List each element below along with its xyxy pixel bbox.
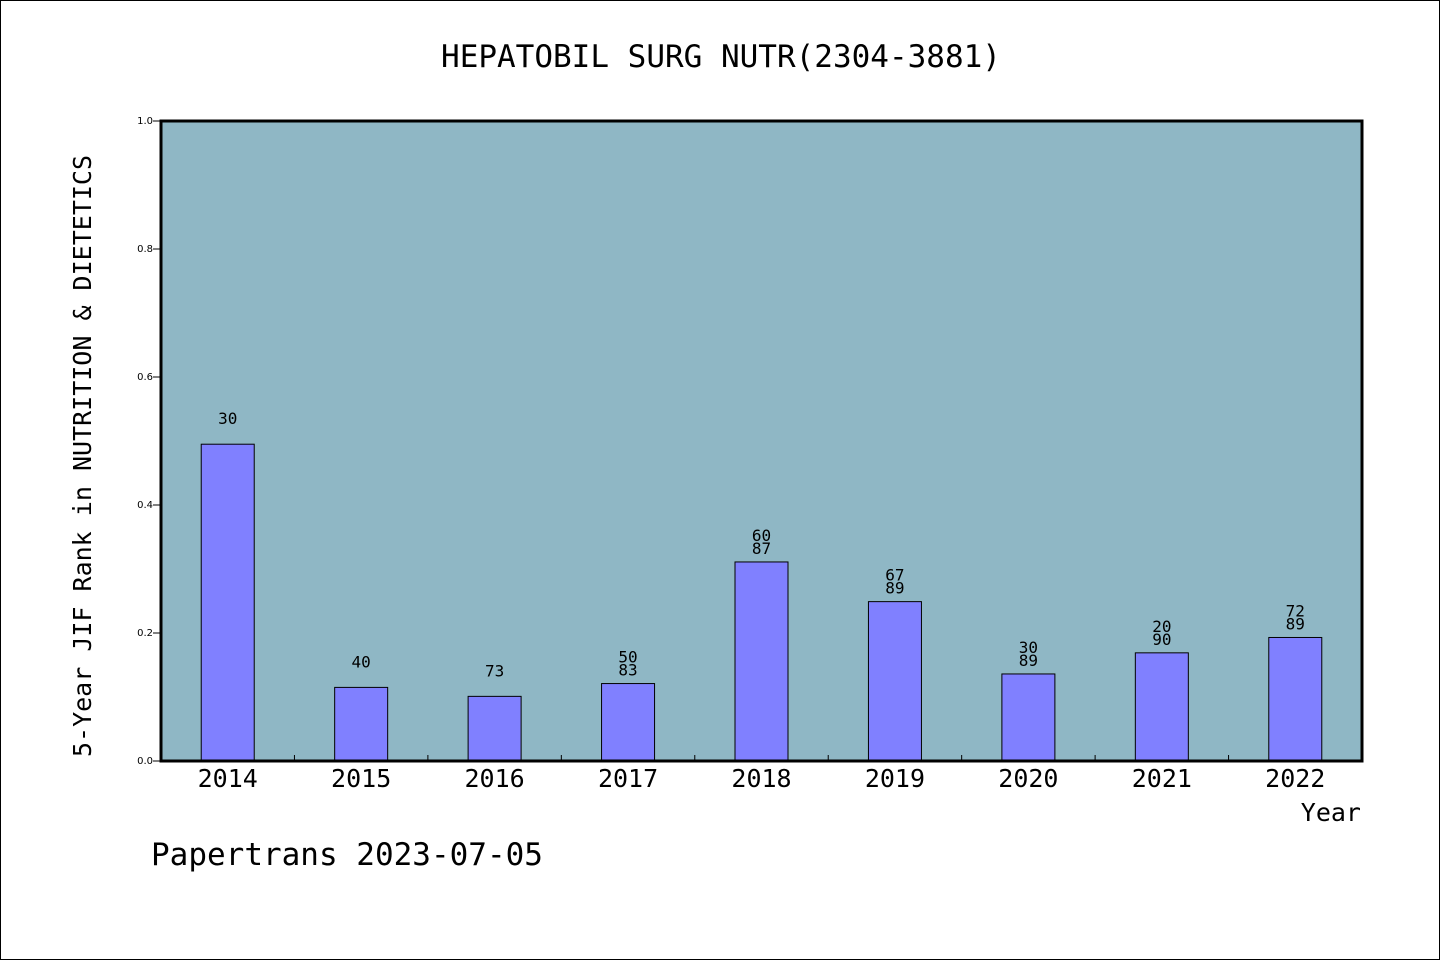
y-tick-label: 0.4 (137, 500, 153, 511)
bar-2021 (1134, 652, 1189, 762)
bar-label: 90 (1152, 630, 1171, 649)
bar-label: 89 (885, 579, 904, 598)
bar-2022 (1268, 636, 1323, 762)
bar-label: 67 (885, 566, 904, 585)
x-axis-label: Year (1301, 798, 1361, 827)
bar-2017 (601, 683, 656, 762)
bar-label: 89 (1286, 614, 1305, 633)
x-tick-label: 2014 (198, 764, 258, 793)
bar-2016 (467, 695, 522, 762)
x-tick-label: 2017 (598, 764, 658, 793)
bar-label: 72 (1286, 601, 1305, 620)
bar-2019 (867, 601, 922, 762)
bar-label: 87 (752, 539, 771, 558)
bar-label: 30 (218, 409, 237, 428)
chart-title: HEPATOBIL SURG NUTR(2304-3881) (441, 39, 1001, 75)
bar-2014 (200, 443, 255, 762)
y-tick-label: 0.6 (137, 372, 153, 383)
x-axis: 2014 2015 2016 2017 2018 2019 2020 2021 2022 (198, 755, 1325, 793)
bar-label: 89 (1019, 651, 1038, 670)
bar-label: 83 (618, 661, 637, 680)
bar-2018 (734, 561, 789, 762)
bar-label: 20 (1152, 617, 1171, 636)
bars-group (200, 443, 1323, 762)
y-axis: 0.0 0.2 0.4 0.6 0.8 1.0 (137, 116, 161, 767)
y-axis-label: 5-Year JIF Rank in NUTRITION & DIETETICS (68, 155, 97, 757)
bar-label: 50 (618, 648, 637, 667)
x-tick-label: 2020 (998, 764, 1058, 793)
bar-label: 30 (1019, 638, 1038, 657)
bar-2015 (334, 686, 389, 762)
y-tick-label: 0.2 (137, 628, 153, 639)
plot-border (159, 119, 1364, 763)
x-tick-label: 2015 (331, 764, 391, 793)
bar-label: 60 (752, 526, 771, 545)
y-tick-label: 1.0 (137, 116, 153, 127)
x-tick-label: 2022 (1265, 764, 1325, 793)
x-tick-label: 2019 (865, 764, 925, 793)
x-tick-label: 2018 (731, 764, 791, 793)
x-tick-label: 2021 (1132, 764, 1192, 793)
bar-2020 (1001, 673, 1056, 762)
bar-label: 73 (485, 661, 504, 680)
bar-label: 40 (352, 652, 371, 671)
footer-stamp: Papertrans 2023-07-05 (151, 837, 543, 873)
y-tick-label: 0.0 (137, 756, 153, 767)
x-tick-label: 2016 (465, 764, 525, 793)
y-tick-label: 0.8 (137, 244, 153, 255)
